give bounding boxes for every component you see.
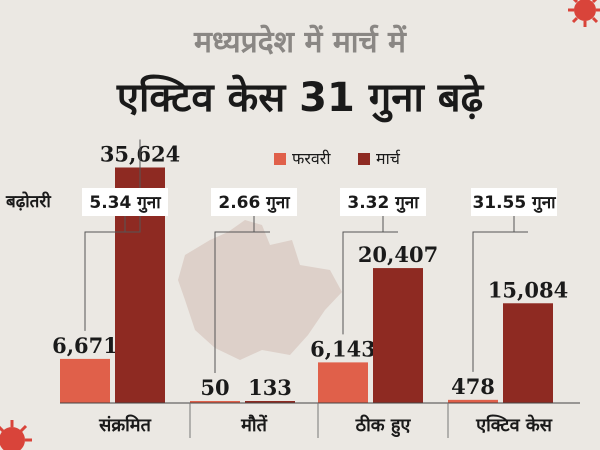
data-label-feb-0: 6,671 <box>52 333 118 358</box>
bar-mar-1 <box>245 401 295 403</box>
virus-icon-bottom-left <box>0 420 32 450</box>
legend-label-feb: फरवरी <box>292 149 331 168</box>
growth-label-3: 31.55 गुना <box>472 193 556 213</box>
growth-bracket-0 <box>84 139 141 331</box>
growth-label-1: 2.66 गुना <box>218 193 290 213</box>
data-label-feb-2: 6,143 <box>310 336 376 361</box>
data-label-feb-1: 50 <box>200 375 229 400</box>
data-label-feb-3: 478 <box>451 374 495 399</box>
growth-box-0 <box>82 188 168 216</box>
category-label-3: एक्टिव केस <box>475 414 553 436</box>
bar-feb-1 <box>190 401 240 403</box>
chart-title-line2: एक्टिव केस 31 गुना बढ़े <box>116 75 484 121</box>
category-label-2: ठीक हुए <box>355 414 412 438</box>
virus-icon-top-right <box>568 0 600 27</box>
bar-feb-2 <box>318 362 368 403</box>
bar-feb-0 <box>60 358 110 403</box>
growth-bracket-2 <box>342 231 398 335</box>
growth-box-2 <box>340 188 426 216</box>
legend-label-mar: मार्च <box>376 149 401 168</box>
data-label-mar-1: 133 <box>248 375 292 400</box>
growth-box-3 <box>471 188 557 216</box>
madhya-pradesh-map-icon <box>178 220 342 360</box>
growth-label-0: 5.34 गुना <box>89 193 161 213</box>
growth-box-1 <box>211 188 297 216</box>
legend: फरवरी मार्च <box>274 149 401 168</box>
growth-row-label: बढ़ोतरी <box>5 191 51 212</box>
growth-bracket-1 <box>214 231 270 373</box>
chart-title-line1: मध्यप्रदेश में मार्च में <box>194 25 406 60</box>
growth-label-2: 3.32 गुना <box>347 193 419 213</box>
legend-swatch-feb <box>274 153 286 165</box>
bar-mar-2 <box>373 268 423 403</box>
category-label-0: संक्रमित <box>98 414 151 436</box>
data-label-mar-3: 15,084 <box>488 277 568 302</box>
growth-bracket-3 <box>472 231 528 372</box>
legend-swatch-mar <box>358 153 370 165</box>
category-label-1: मौतें <box>240 414 268 436</box>
bar-mar-3 <box>503 303 553 403</box>
bar-feb-3 <box>448 399 498 403</box>
data-label-mar-2: 20,407 <box>358 242 438 267</box>
